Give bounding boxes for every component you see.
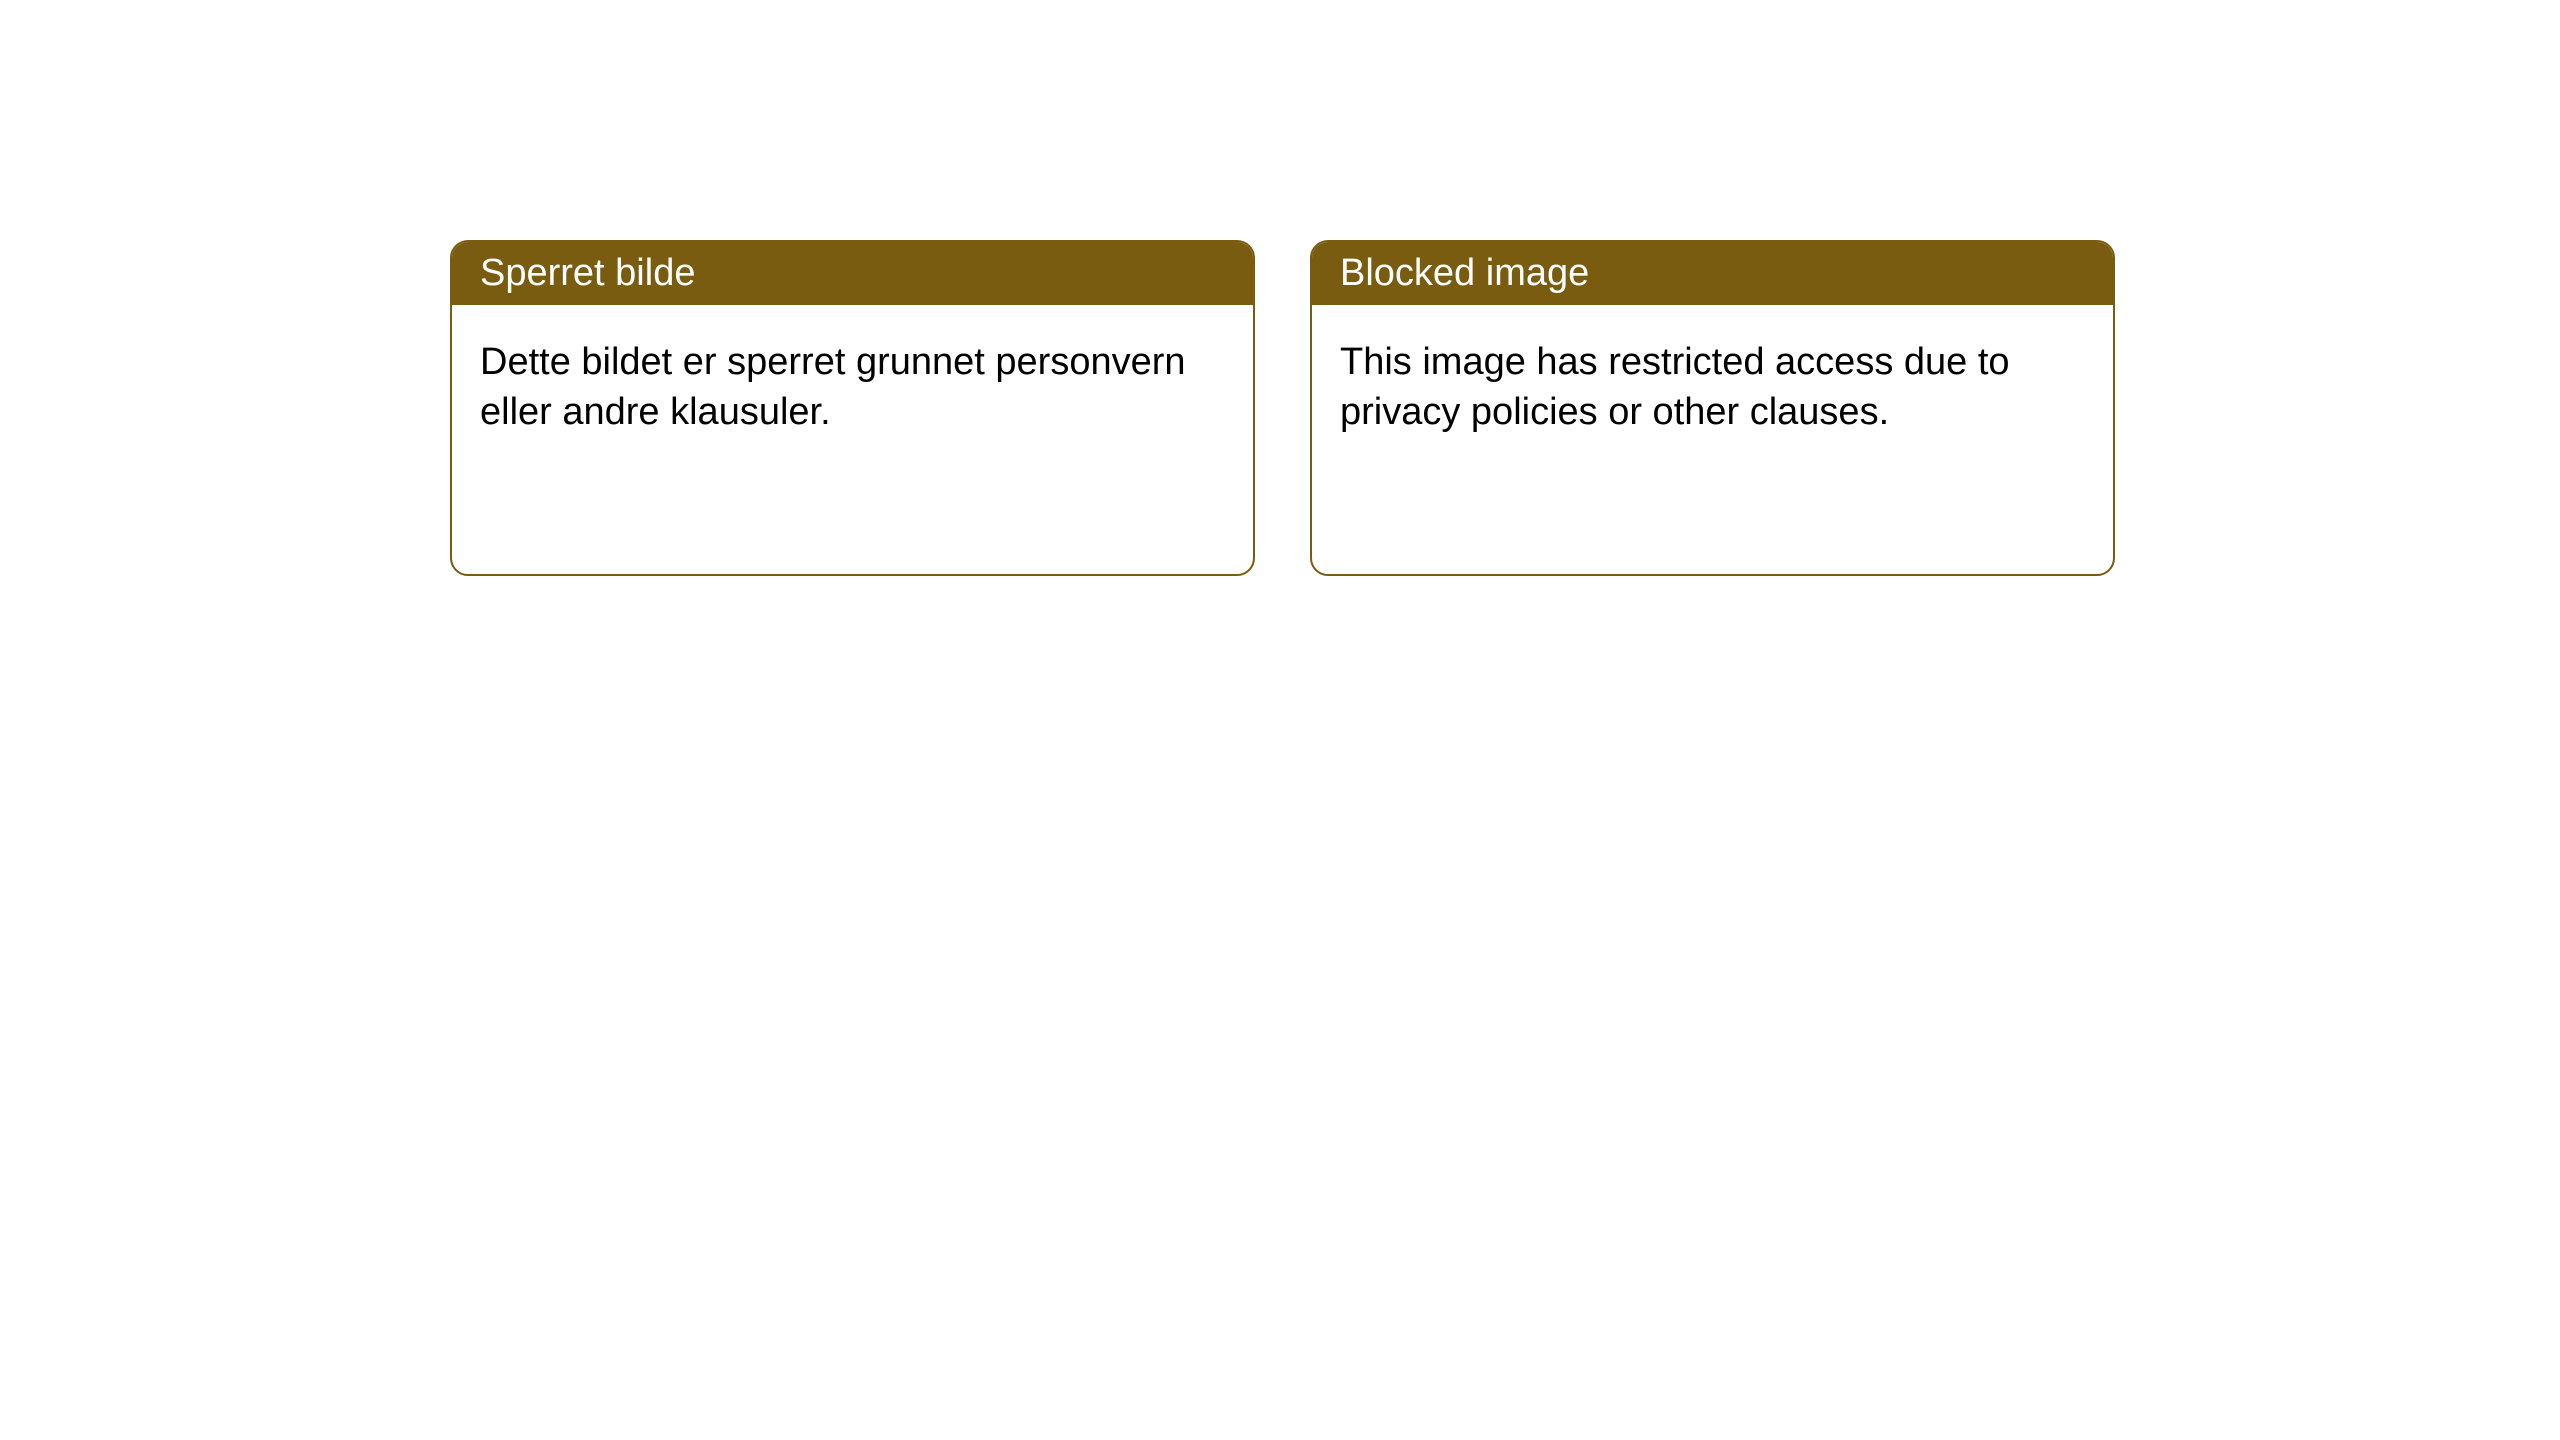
notice-header-norwegian: Sperret bilde: [452, 242, 1253, 305]
notice-container: Sperret bilde Dette bildet er sperret gr…: [0, 0, 2560, 576]
notice-body-norwegian: Dette bildet er sperret grunnet personve…: [452, 305, 1253, 469]
notice-card-norwegian: Sperret bilde Dette bildet er sperret gr…: [450, 240, 1255, 576]
notice-body-english: This image has restricted access due to …: [1312, 305, 2113, 469]
notice-header-english: Blocked image: [1312, 242, 2113, 305]
notice-card-english: Blocked image This image has restricted …: [1310, 240, 2115, 576]
